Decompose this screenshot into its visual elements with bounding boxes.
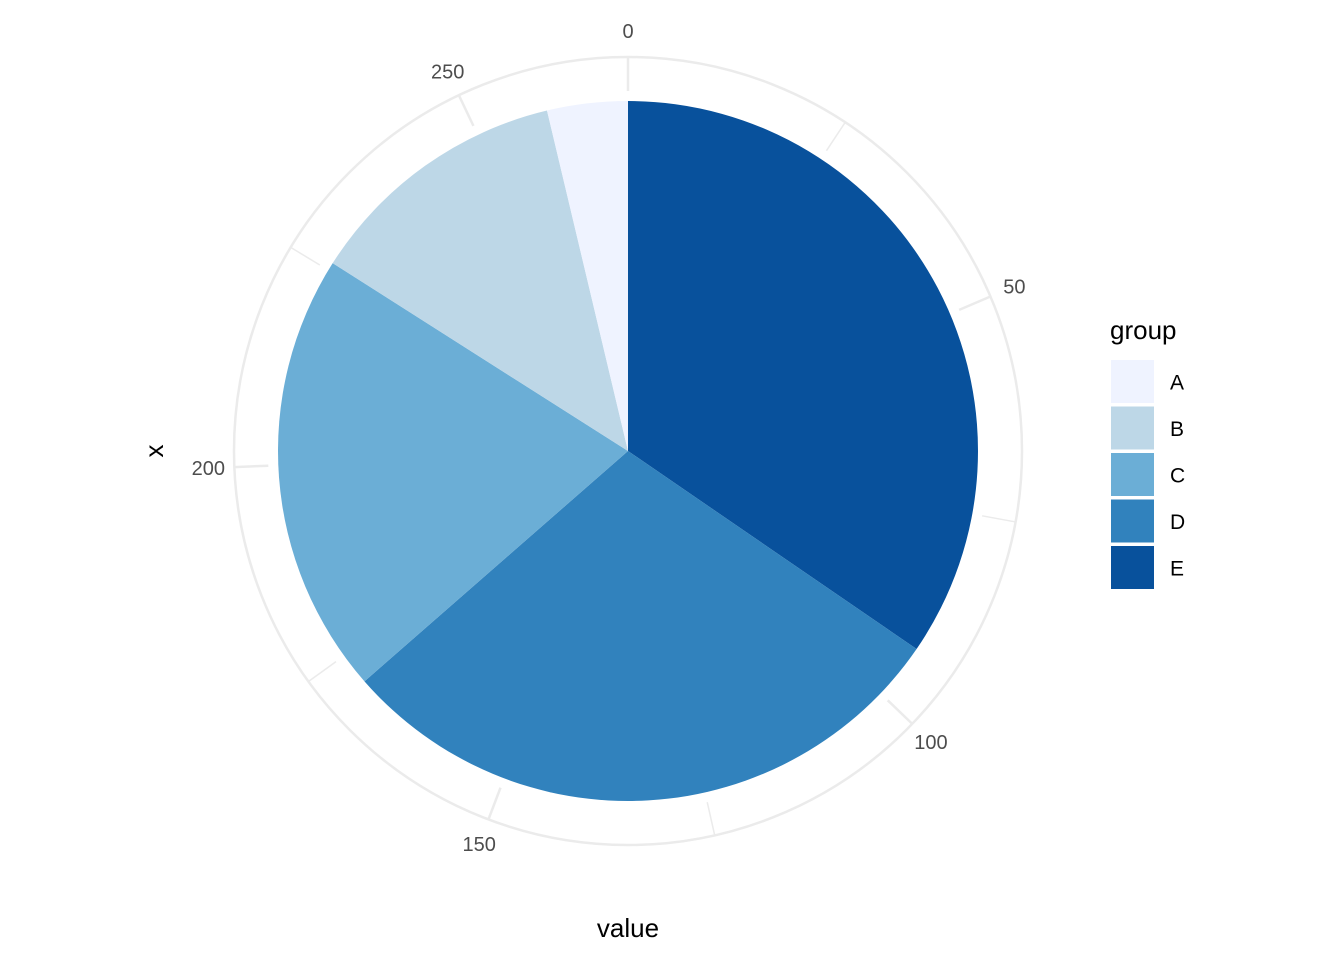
- grid-minor-spoke: [981, 515, 1016, 523]
- legend-key-a: [1111, 360, 1154, 403]
- pie-slice-c: [278, 263, 628, 682]
- slice-layer: [278, 101, 979, 801]
- grid-major-spoke: [886, 699, 914, 725]
- pie-slice-a: [546, 101, 628, 451]
- legend-key-c: [1111, 453, 1154, 496]
- theta-tick-label: 0: [622, 21, 633, 43]
- grid-major-spoke: [487, 787, 502, 820]
- legend-label-a: A: [1170, 372, 1184, 395]
- legend-title: group: [1110, 315, 1177, 345]
- theta-tick-label: 200: [192, 458, 225, 480]
- legend-label-d: D: [1170, 511, 1185, 534]
- pie-slice-b: [332, 110, 628, 452]
- legend-label-e: E: [1170, 558, 1184, 581]
- theta-tick-labels: 0 50 100 150 200 250: [192, 21, 1026, 856]
- legend-key-e: [1111, 546, 1154, 589]
- y-axis-title: x: [139, 445, 169, 458]
- grid-layer: [232, 55, 1024, 847]
- legend-label-c: C: [1170, 465, 1185, 488]
- x-axis-title: value: [597, 913, 659, 943]
- grid-minor-spoke: [307, 660, 337, 683]
- theta-tick-label: 100: [914, 732, 947, 754]
- theta-tick-label: 150: [463, 834, 496, 856]
- grid-minor-spoke: [290, 246, 321, 266]
- legend-key-d: [1111, 499, 1154, 543]
- legend: group AB CD E: [1110, 315, 1185, 589]
- grid-minor-spoke: [825, 121, 846, 152]
- pie-slice-d: [364, 451, 917, 801]
- legend-key-b: [1111, 406, 1154, 450]
- grid-minor-spoke: [706, 802, 716, 836]
- pie-slice-e: [628, 101, 979, 650]
- grid-major-spoke: [234, 464, 269, 469]
- theta-tick-label: 250: [431, 62, 464, 84]
- grid-major-spoke: [457, 94, 475, 127]
- legend-items: AB CD E: [1111, 360, 1185, 589]
- legend-label-b: B: [1170, 418, 1184, 441]
- theta-tick-label: 50: [1003, 276, 1025, 298]
- plot-panel: 0 50 100 150 200 250: [192, 21, 1026, 856]
- grid-major-spoke: [958, 295, 991, 311]
